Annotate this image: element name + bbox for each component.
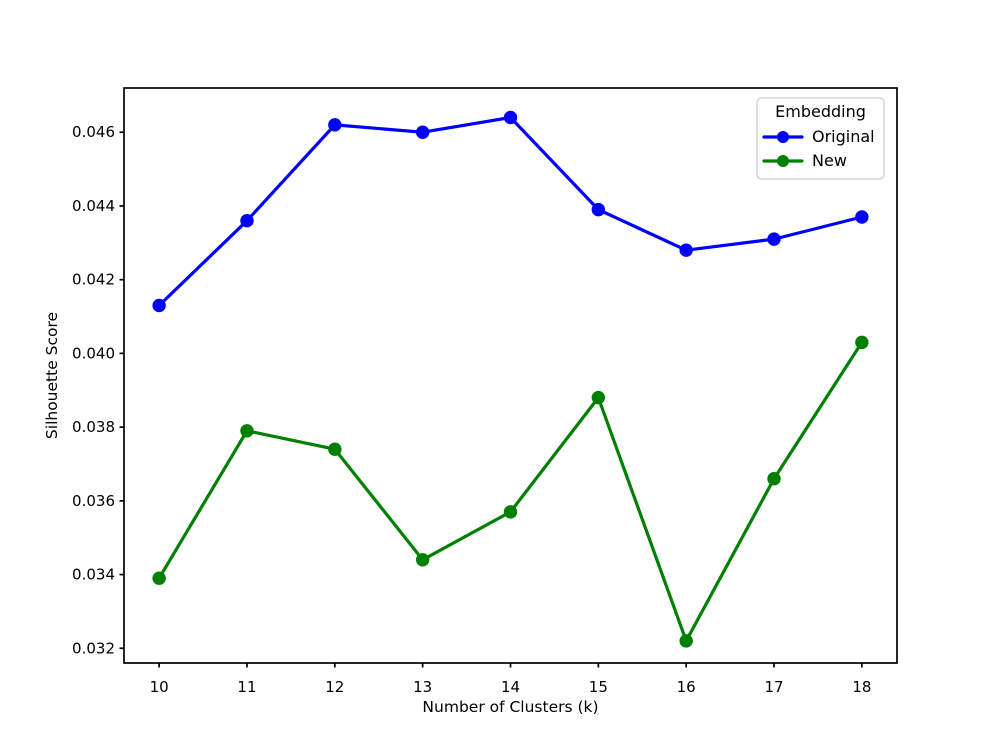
y-tick-label: 0.040 xyxy=(72,344,115,362)
data-point-original xyxy=(503,110,518,125)
plot-border xyxy=(123,87,898,664)
data-point-original xyxy=(328,118,342,132)
legend-entry-new: New xyxy=(762,151,847,170)
data-point-new xyxy=(415,553,430,567)
data-point-new xyxy=(591,390,606,405)
legend-marker-original xyxy=(777,131,789,143)
y-tick-label: 0.042 xyxy=(72,271,115,289)
data-point-new xyxy=(328,442,342,456)
data-point-original xyxy=(855,210,869,224)
data-point-original xyxy=(152,298,166,313)
y-tick-label: 0.038 xyxy=(72,418,115,436)
x-tick-label: 16 xyxy=(677,678,696,696)
series-line-new xyxy=(157,340,864,643)
data-point-new xyxy=(503,505,518,519)
data-point-new xyxy=(152,571,166,585)
y-axis-label: Silhouette Score xyxy=(43,312,61,439)
legend-frame xyxy=(756,97,885,180)
y-tick-label: 0.044 xyxy=(72,197,115,215)
plot-area: 10 11 12 13 14 15 16 17 18 0.032 0.034 0.036 0.038 0.… xyxy=(72,110,871,696)
data-point-new xyxy=(240,424,254,438)
data-point-new xyxy=(855,335,869,350)
x-tick-label: 18 xyxy=(852,678,871,696)
data-point-original xyxy=(415,125,430,139)
data-point-new xyxy=(679,634,693,648)
legend-label-new: New xyxy=(812,151,847,170)
y-tick-label: 0.046 xyxy=(72,123,115,141)
x-tick-label: 12 xyxy=(325,678,344,696)
x-tick-label: 11 xyxy=(237,678,256,696)
data-point-original xyxy=(240,213,254,228)
y-tick-label: 0.034 xyxy=(72,566,115,584)
legend: Embedding Original New xyxy=(756,97,885,180)
y-tick-label: 0.036 xyxy=(72,492,115,510)
data-point-original xyxy=(679,243,693,257)
legend-entry-original: Original xyxy=(762,127,875,146)
data-point-original xyxy=(591,202,606,217)
legend-label-original: Original xyxy=(812,127,875,146)
x-axis-label: Number of Clusters (k) xyxy=(422,698,598,716)
x-tick-label: 10 xyxy=(150,678,169,696)
y-tick-label: 0.032 xyxy=(72,639,115,657)
x-tick-label: 17 xyxy=(764,678,783,696)
legend-marker-new xyxy=(777,155,789,167)
data-point-new xyxy=(767,472,781,486)
data-point-original xyxy=(767,232,781,246)
x-tick-label: 15 xyxy=(589,678,608,696)
x-tick-label: 14 xyxy=(501,678,520,696)
legend-title: Embedding xyxy=(775,102,866,121)
x-tick-label: 13 xyxy=(413,678,432,696)
